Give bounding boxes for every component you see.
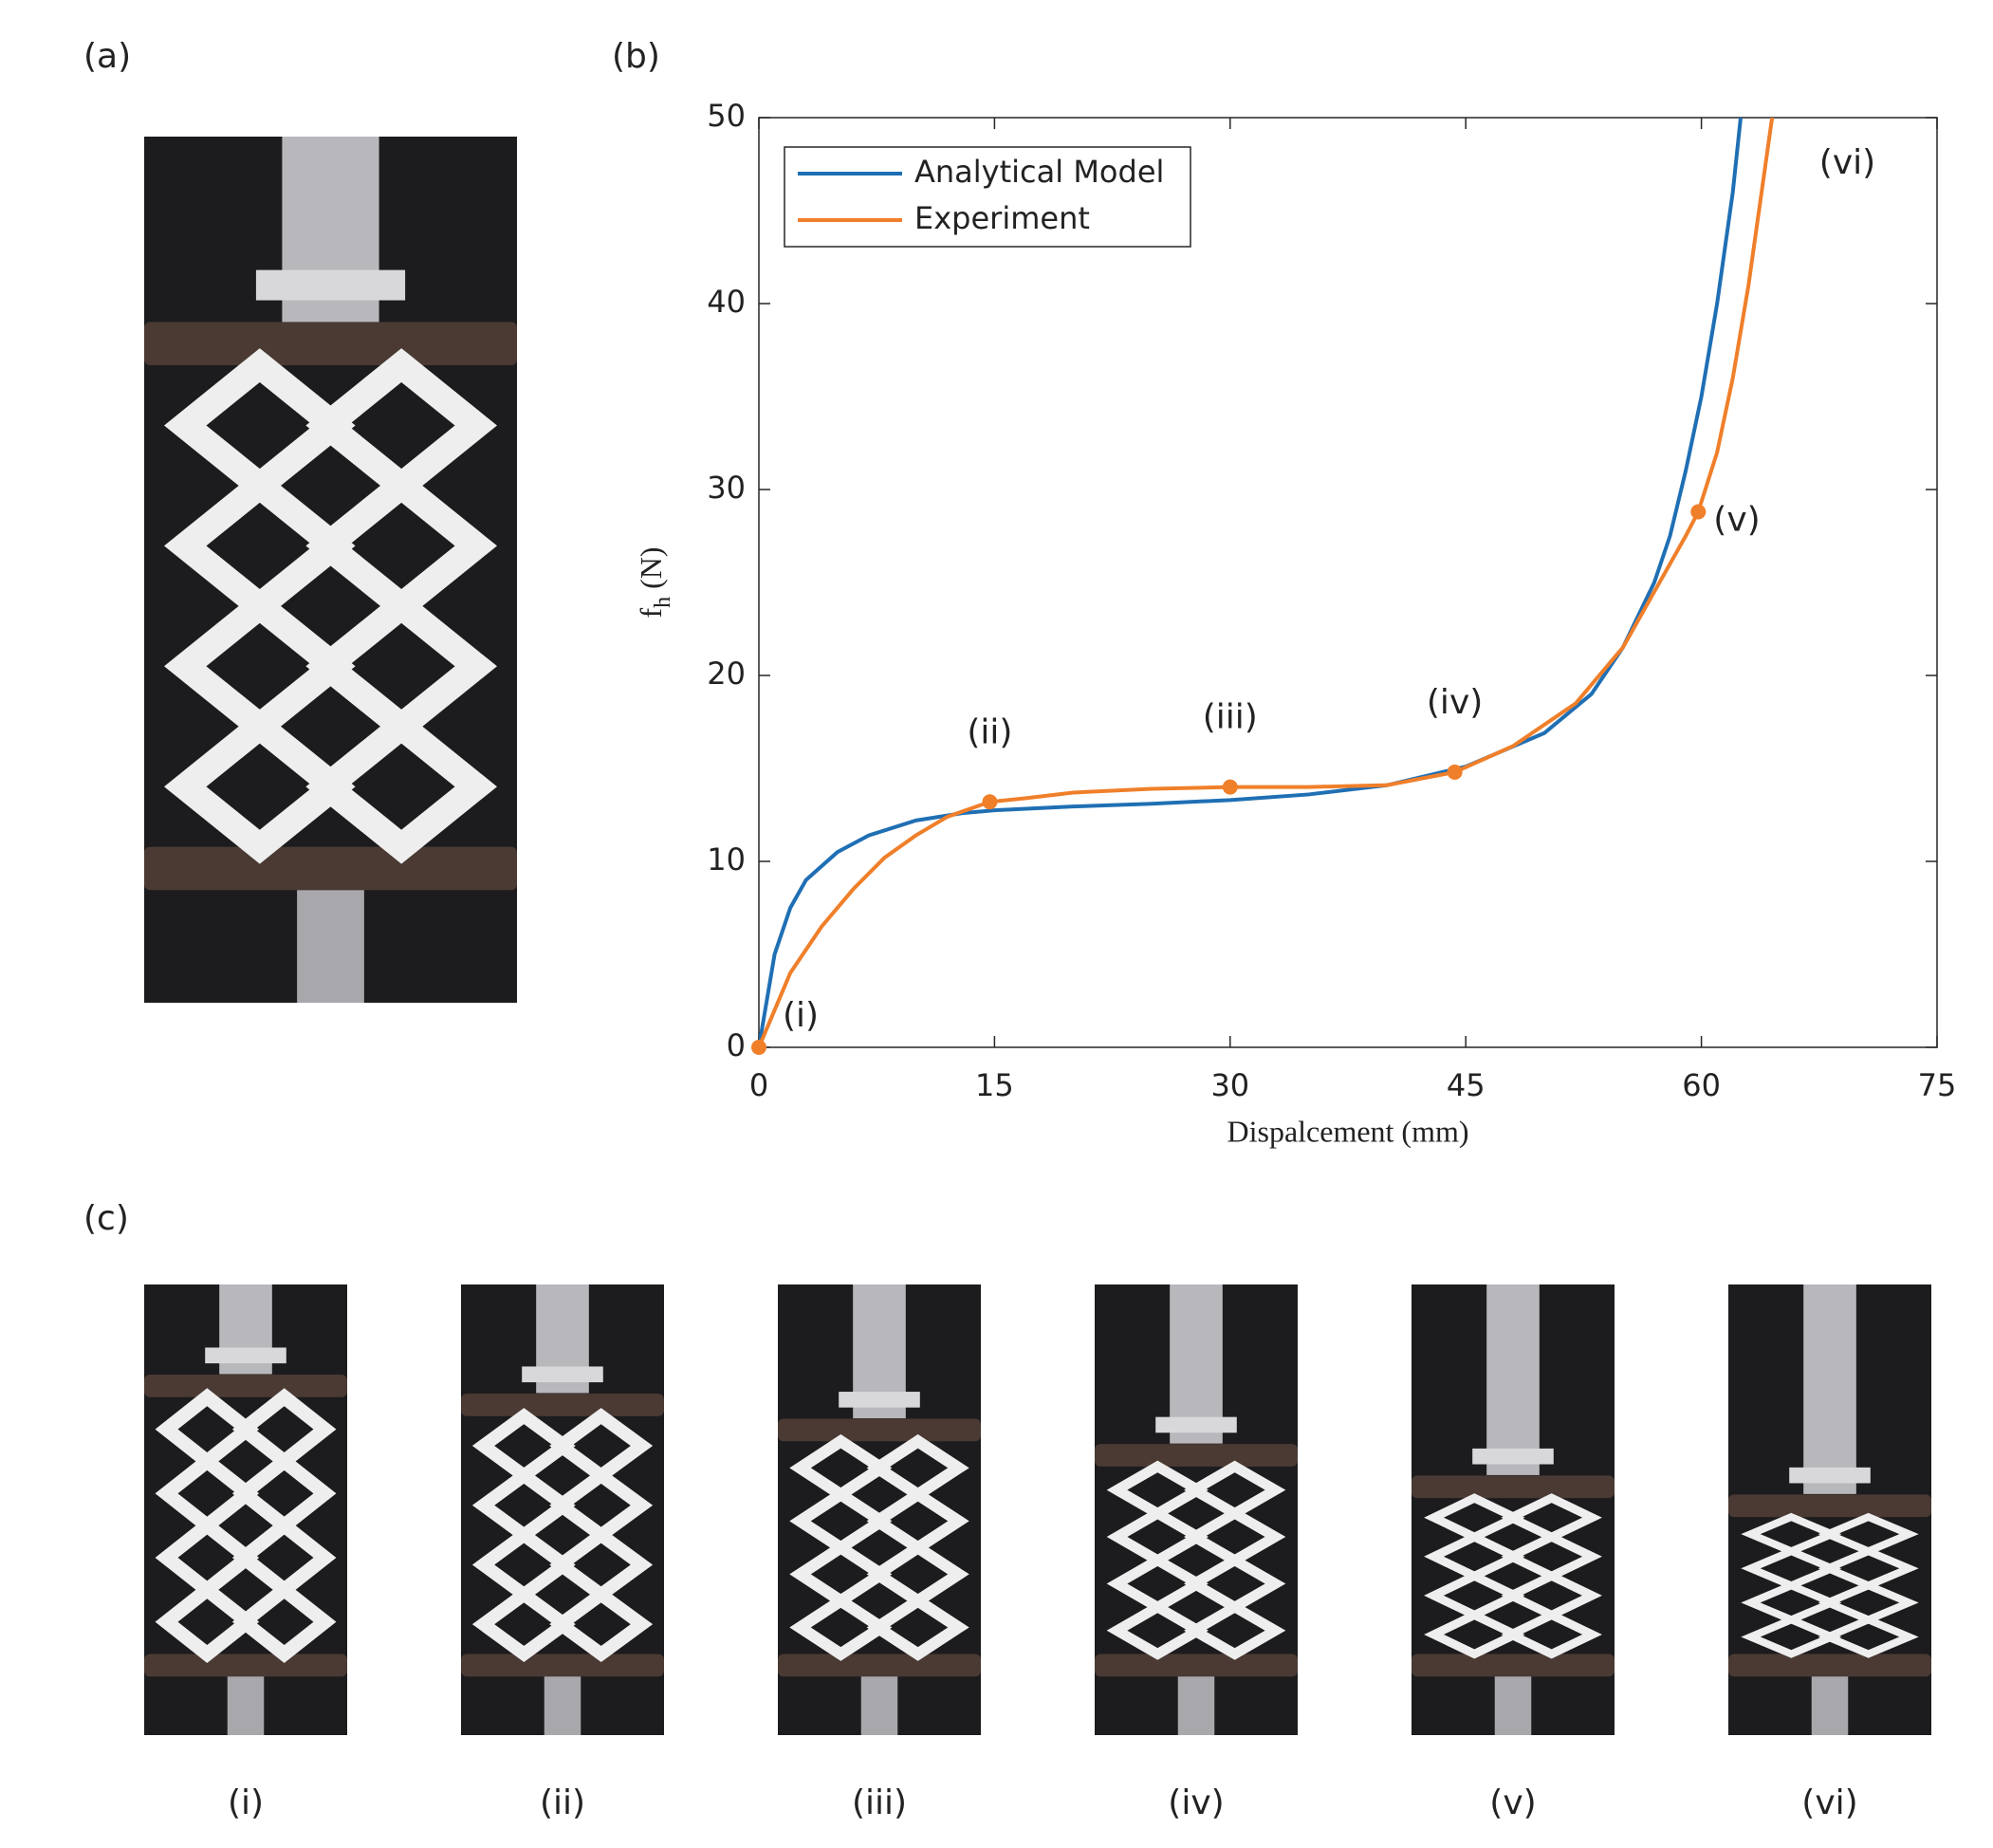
lattice-cell <box>549 1586 654 1663</box>
platen <box>461 1654 664 1677</box>
point-marker <box>1690 504 1707 520</box>
x-tick-label: 30 <box>1210 1067 1249 1103</box>
nut <box>1155 1416 1237 1433</box>
rod <box>1486 1284 1540 1475</box>
rod <box>282 137 379 330</box>
platen <box>461 1393 664 1416</box>
y-tick-label: 30 <box>707 470 746 506</box>
annotation: (ii) <box>967 712 1012 751</box>
y-axis-label-part: (N) <box>634 546 668 588</box>
rod <box>1494 1676 1532 1735</box>
lattice-cell <box>789 1594 893 1661</box>
lattice-cell <box>1741 1616 1842 1658</box>
y-axis-label: fh (N) <box>634 546 674 618</box>
y-tick-label: 40 <box>707 284 746 320</box>
panel-label: (c) <box>83 1199 129 1238</box>
lattice-cell <box>1818 1616 1919 1658</box>
rod <box>227 1676 265 1735</box>
platen <box>778 1654 981 1677</box>
y-tick-label: 0 <box>727 1027 746 1063</box>
nut <box>1789 1467 1871 1484</box>
lattice-cell <box>471 1586 576 1663</box>
photos: (i) (ii) (iii) (iv) (v) (vi) <box>144 137 1931 1822</box>
platen <box>1412 1475 1615 1499</box>
lattice-cell <box>1106 1600 1209 1660</box>
photo-caption: (iii) <box>852 1783 907 1822</box>
x-tick-label: 75 <box>1918 1067 1957 1103</box>
x-tick-label: 45 <box>1447 1067 1486 1103</box>
annotation: (i) <box>783 996 819 1035</box>
nut <box>205 1347 286 1364</box>
annotation: (iv) <box>1427 683 1483 722</box>
point-marker <box>1447 764 1463 780</box>
lattice-cell <box>1424 1610 1525 1659</box>
legend-label: Analytical Model <box>914 154 1164 190</box>
lattice-cell <box>164 709 356 864</box>
nut <box>255 269 406 301</box>
rod <box>1811 1676 1849 1735</box>
photo-caption: (iv) <box>1168 1783 1224 1822</box>
y-tick-label: 20 <box>707 656 746 692</box>
rod <box>544 1676 581 1735</box>
y-tick-label: 10 <box>707 841 746 878</box>
legend-label: Experiment <box>914 200 1090 236</box>
photo-caption: (i) <box>228 1783 264 1822</box>
platen <box>1728 1654 1931 1677</box>
point-marker <box>1222 779 1238 795</box>
platen <box>1095 1654 1298 1677</box>
lattice-cell <box>1501 1610 1602 1659</box>
nut <box>1472 1448 1554 1465</box>
platen <box>1095 1444 1298 1467</box>
lattice-cell <box>305 709 497 864</box>
platen <box>1728 1494 1931 1518</box>
platen <box>1412 1654 1615 1677</box>
x-tick-label: 0 <box>749 1067 768 1103</box>
rod <box>860 1676 898 1735</box>
annotation: (vi) <box>1819 143 1875 182</box>
platen <box>778 1418 981 1442</box>
lattice-cell <box>1183 1600 1286 1660</box>
photo-caption: (v) <box>1489 1783 1536 1822</box>
rod <box>1803 1284 1856 1494</box>
lattice-cell <box>866 1594 969 1661</box>
platen <box>144 846 517 891</box>
photo-caption: (vi) <box>1801 1783 1857 1822</box>
platen <box>144 1654 347 1677</box>
legend-box <box>784 146 1191 248</box>
panel-label: (b) <box>612 37 660 76</box>
photo-caption: (ii) <box>540 1783 585 1822</box>
nut <box>522 1366 603 1383</box>
annotation: (iii) <box>1203 698 1258 737</box>
series-line <box>759 118 1743 1047</box>
nut <box>839 1392 920 1408</box>
rod <box>297 890 364 1003</box>
platen <box>144 322 517 366</box>
point-marker <box>982 794 998 810</box>
y-axis-label-part: h <box>651 597 675 608</box>
y-axis-label-part: f <box>634 608 668 619</box>
annotation: (v) <box>1713 501 1760 540</box>
x-tick-label: 60 <box>1682 1067 1721 1103</box>
lattice-cell <box>231 1580 337 1663</box>
platen <box>144 1375 347 1397</box>
point-marker <box>751 1040 766 1055</box>
rod <box>1177 1676 1215 1735</box>
series-line <box>759 118 1775 1047</box>
chart: 0 15 30 45 60 75 0 10 20 30 40 50 Dispalcement (mm) f… <box>634 98 1956 1148</box>
lattice-cell <box>155 1580 260 1663</box>
plot-area <box>758 117 1938 1048</box>
x-tick-label: 15 <box>975 1067 1014 1103</box>
panel-label: (a) <box>83 37 131 76</box>
x-axis-label: Dispalcement (mm) <box>1227 1114 1468 1148</box>
y-tick-label: 50 <box>707 98 746 134</box>
